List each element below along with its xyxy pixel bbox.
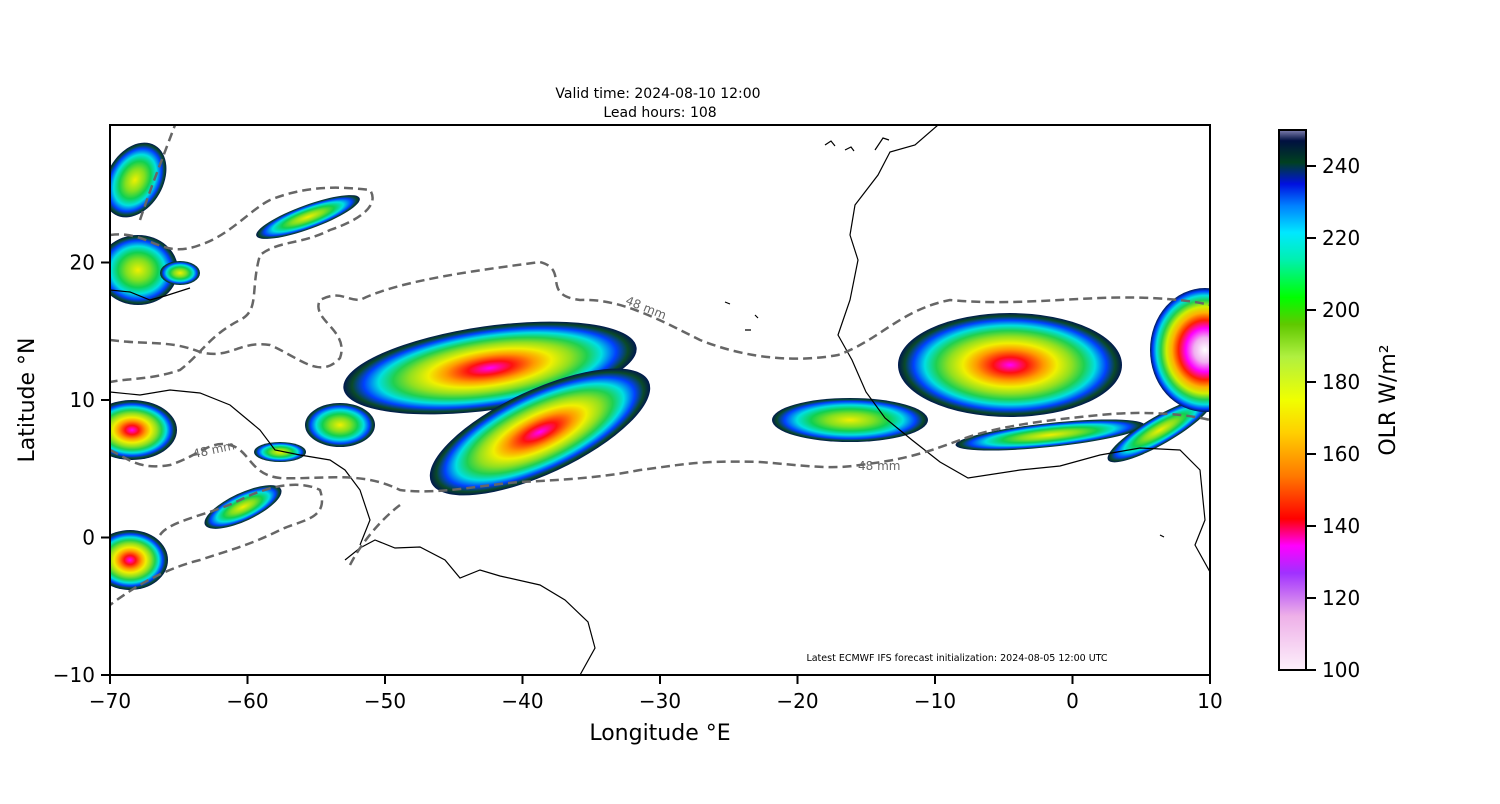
colorbar-tick-label: 140 xyxy=(1322,514,1360,538)
colorbar xyxy=(1278,129,1307,671)
coastlines xyxy=(110,125,1210,675)
colorbar-tick-label: 160 xyxy=(1322,442,1360,466)
olr-cluster-west-2 xyxy=(110,400,177,460)
colorbar-ticks: 100 120 140 160 180 200 220 240 xyxy=(1306,154,1360,682)
olr-cluster-africa xyxy=(898,313,1122,417)
x-tick-label: −50 xyxy=(364,689,406,713)
x-axis-label: Longitude °E xyxy=(589,721,730,746)
colorbar-tick-label: 220 xyxy=(1322,226,1360,250)
olr-cluster-central-south xyxy=(429,368,651,496)
olr-cluster-west-5 xyxy=(204,485,282,529)
olr-cluster-west-7 xyxy=(110,142,167,218)
x-tick-label: 0 xyxy=(1066,689,1079,713)
colorbar-tick-label: 100 xyxy=(1322,658,1360,682)
olr-cluster-west-africa xyxy=(772,398,928,442)
y-tick-label: −10 xyxy=(53,663,95,687)
colorbar-tick-label: 240 xyxy=(1322,154,1360,178)
y-tick-label: 0 xyxy=(82,526,95,550)
olr-cluster-west-3 xyxy=(110,530,168,590)
coastline-central-america xyxy=(110,287,371,546)
colorbar-tick-label: 180 xyxy=(1322,370,1360,394)
x-axis-ticks: −70 −60 −50 −40 −30 −20 −10 0 10 xyxy=(89,675,1223,713)
contour-label-1: 48 mm xyxy=(624,293,669,322)
colorbar-label: OLR W/m² xyxy=(1376,344,1401,455)
map-area: 48 mm 48 mm 48 mm xyxy=(110,125,1210,675)
x-tick-label: −40 xyxy=(501,689,543,713)
coastline-africa xyxy=(837,125,1210,573)
x-tick-label: −20 xyxy=(776,689,818,713)
olr-cluster-west-8 xyxy=(160,261,200,285)
olr-band-east xyxy=(1107,397,1210,463)
precip-contour-48mm xyxy=(110,125,1210,607)
x-tick-label: −60 xyxy=(226,689,268,713)
olr-cluster-west-6 xyxy=(256,195,360,239)
x-tick-label: −10 xyxy=(914,689,956,713)
colorbar-tick-label: 120 xyxy=(1322,586,1360,610)
y-axis-label: Latitude °N xyxy=(15,338,40,463)
x-tick-label: −70 xyxy=(89,689,131,713)
contour-label-2: 48 mm xyxy=(192,438,236,461)
y-tick-label: 10 xyxy=(70,388,95,412)
x-tick-label: 10 xyxy=(1197,689,1222,713)
olr-field xyxy=(110,142,1210,590)
y-tick-label: 20 xyxy=(70,251,95,275)
contour-label-3: 48 mm xyxy=(858,459,900,473)
coastline-islands xyxy=(724,137,1165,538)
olr-cluster-west-1 xyxy=(110,235,178,305)
colorbar-tick-label: 200 xyxy=(1322,298,1360,322)
olr-cluster-west-4 xyxy=(305,403,375,447)
olr-cluster-west-9 xyxy=(254,442,306,462)
title-line-1: Valid time: 2024-08-10 12:00 xyxy=(555,86,760,102)
forecast-init-note: Latest ECMWF IFS forecast initialization… xyxy=(806,653,1107,664)
coastline-south-america xyxy=(344,539,596,675)
title-line-2: Lead hours: 108 xyxy=(603,105,716,121)
x-tick-label: −30 xyxy=(639,689,681,713)
y-axis-ticks: −10 0 10 20 xyxy=(53,251,110,687)
olr-band-gulf-guinea xyxy=(955,419,1145,451)
olr-peak-east xyxy=(1150,288,1210,412)
